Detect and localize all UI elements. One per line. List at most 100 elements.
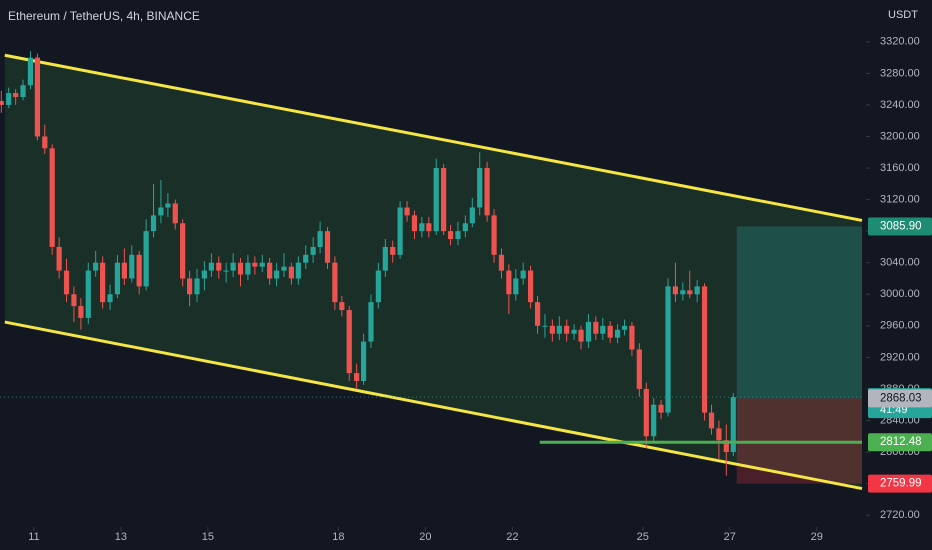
- candle-body: [245, 262, 251, 275]
- candle-body: [397, 207, 403, 255]
- candle-body: [527, 270, 534, 303]
- candle-body: [100, 262, 106, 303]
- candle-body: [433, 168, 439, 232]
- y-tick-label: 3160.00: [880, 162, 920, 174]
- candle-body: [665, 286, 671, 413]
- candle-body: [491, 215, 497, 255]
- candle-body: [455, 231, 461, 240]
- candle-body: [360, 341, 367, 382]
- candle-body: [477, 168, 483, 208]
- candle-body: [201, 270, 208, 279]
- candle-body: [49, 148, 55, 247]
- y-tick-label: 3040.00: [880, 257, 920, 269]
- candle-body: [534, 302, 541, 326]
- candle-body: [600, 325, 606, 334]
- time-axis-panel: [0, 527, 932, 550]
- y-tick-label: 3120.00: [880, 194, 920, 206]
- candle-body: [85, 270, 91, 318]
- candle-body: [672, 286, 679, 295]
- candle-body: [549, 325, 555, 334]
- y-tick-label: 3320.00: [880, 36, 920, 48]
- candle-body: [267, 262, 273, 279]
- candle-body: [636, 349, 642, 389]
- x-tick-label: 13: [115, 531, 127, 543]
- candle-body: [426, 223, 432, 232]
- candle-body: [506, 270, 512, 295]
- candle-body: [317, 231, 323, 247]
- candle-body: [542, 325, 548, 327]
- candle-body: [404, 207, 410, 216]
- candle-body: [180, 223, 186, 279]
- candle-body: [143, 231, 149, 287]
- x-tick-label: 22: [506, 531, 518, 543]
- candle-body: [730, 397, 736, 453]
- y-tick-label: 2920.00: [880, 351, 920, 363]
- candle-body: [63, 270, 70, 295]
- candle-body: [708, 412, 715, 429]
- position-profit: [736, 226, 862, 399]
- candle-body: [274, 270, 280, 279]
- y-tick-label: 3240.00: [880, 99, 920, 111]
- candle-body: [520, 270, 526, 279]
- x-tick-label: 20: [419, 531, 431, 543]
- candle-body: [390, 246, 396, 255]
- candle-body: [621, 325, 628, 330]
- price-label: 2812.48: [880, 436, 922, 448]
- candle-body: [556, 325, 562, 334]
- candle-body: [78, 306, 84, 318]
- candle-body: [295, 262, 301, 279]
- x-tick-label: 29: [811, 531, 823, 543]
- candle-body: [585, 321, 592, 342]
- candle-body: [694, 286, 700, 295]
- candle-body: [71, 294, 77, 307]
- candle-body: [687, 290, 693, 295]
- x-tick-label: 18: [332, 531, 344, 543]
- x-tick-label: 11: [28, 531, 39, 543]
- candle-body: [484, 168, 490, 216]
- candle-body: [469, 207, 475, 224]
- candle-body: [382, 246, 388, 271]
- candle-body: [614, 329, 621, 338]
- candle-body: [0, 100, 4, 105]
- candle-body: [114, 262, 121, 295]
- x-tick-label: 25: [637, 531, 649, 543]
- price-label: 3085.90: [880, 221, 922, 233]
- candle-body: [368, 302, 374, 342]
- candle-body: [165, 203, 171, 208]
- candle-body: [27, 57, 34, 86]
- candle-body: [723, 440, 729, 453]
- candle-body: [303, 254, 309, 263]
- candle-body: [223, 270, 229, 272]
- candle-body: [498, 254, 505, 271]
- y-tick-label: 3000.00: [880, 288, 920, 300]
- y-tick-label: 2960.00: [880, 320, 920, 332]
- channel-line: [4, 53, 863, 222]
- candle-body: [593, 321, 599, 334]
- candle-body: [513, 278, 519, 295]
- y-tick-label: 3280.00: [880, 67, 920, 79]
- candle-body: [324, 231, 331, 263]
- axis-unit: USDT: [888, 9, 918, 21]
- candle-body: [680, 290, 686, 295]
- price-label-box: [868, 389, 932, 408]
- channel-line: [4, 320, 863, 491]
- candle-body: [651, 404, 657, 437]
- candle-body: [42, 136, 48, 149]
- candle-body: [172, 203, 178, 224]
- candle-body: [129, 254, 135, 279]
- x-tick-label: 27: [724, 531, 736, 543]
- candle-body: [375, 270, 381, 303]
- candle-body: [34, 57, 41, 137]
- candle-body: [447, 231, 454, 240]
- candle-body: [216, 262, 222, 271]
- candle-body: [462, 223, 468, 232]
- price-label: 2759.99: [880, 478, 922, 490]
- candle-body: [237, 262, 244, 275]
- candle-body: [629, 325, 635, 350]
- candle-body: [354, 373, 360, 382]
- candle-body: [658, 404, 664, 413]
- candle-body: [716, 428, 722, 441]
- candle-body: [13, 93, 19, 98]
